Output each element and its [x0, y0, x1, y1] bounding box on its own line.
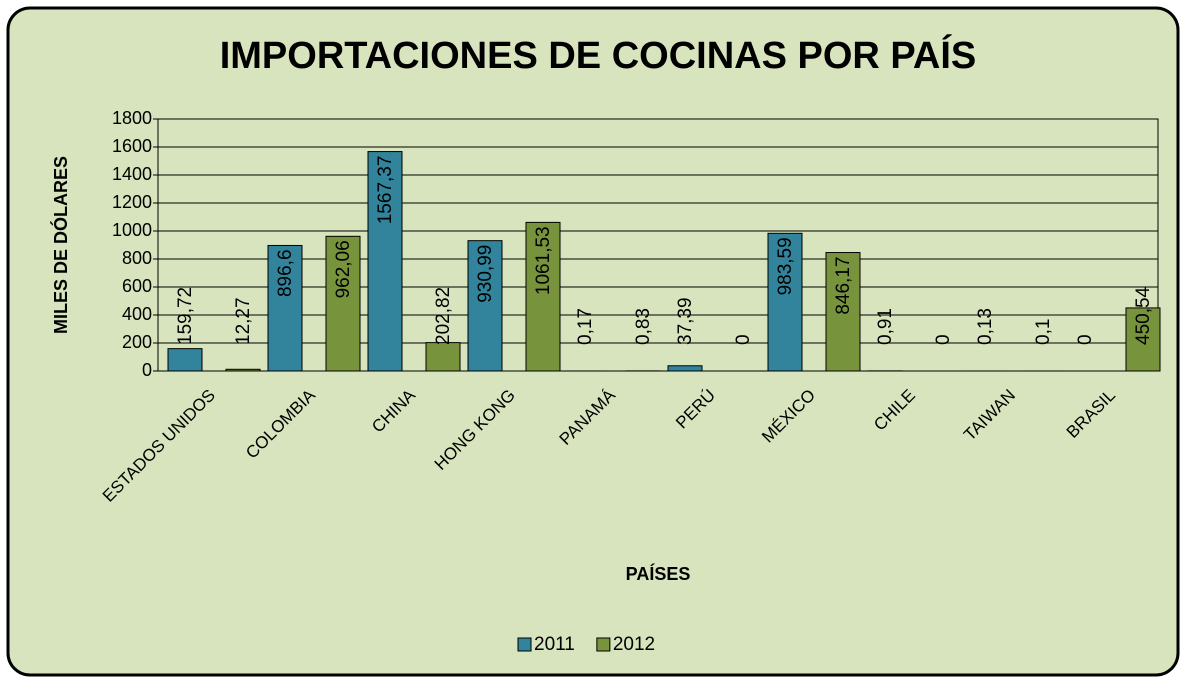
y-tick-label: 800 [122, 248, 152, 268]
chart-title: IMPORTACIONES DE COCINAS POR PAÍS [220, 33, 977, 77]
data-label: 159,72 [175, 287, 196, 345]
bar [668, 366, 702, 371]
data-label: 0,83 [633, 308, 654, 345]
y-tick-label: 1200 [112, 192, 152, 212]
y-axis-title: MILES DE DÓLARES [50, 156, 71, 334]
data-label: 0,13 [975, 308, 996, 345]
y-tick-label: 200 [122, 332, 152, 352]
y-tick-label: 1800 [112, 108, 152, 128]
y-tick-label: 1000 [112, 220, 152, 240]
data-label: 0 [933, 334, 954, 345]
data-label: 37,39 [675, 297, 696, 345]
data-label: 450,54 [1133, 286, 1154, 345]
y-tick-label: 400 [122, 304, 152, 324]
data-label: 930,99 [475, 245, 496, 303]
bar [426, 343, 460, 371]
bar [168, 349, 202, 371]
data-label: 983,59 [775, 237, 796, 295]
data-label: 0,91 [875, 308, 896, 345]
legend-label: 2011 [534, 634, 575, 655]
y-tick-label: 1400 [112, 164, 152, 184]
legend-swatch [518, 638, 531, 651]
data-label: 1567,37 [375, 156, 396, 225]
x-axis-title: PAÍSES [626, 563, 691, 584]
data-label: 1061,53 [533, 226, 554, 295]
data-label: 12,27 [233, 297, 254, 345]
y-tick-label: 600 [122, 276, 152, 296]
data-label: 896,6 [275, 249, 296, 297]
bar [226, 369, 260, 371]
data-label: 202,82 [433, 287, 454, 345]
y-tick-label: 1600 [112, 136, 152, 156]
legend-swatch [597, 638, 610, 651]
data-label: 846,17 [833, 257, 854, 315]
data-label: 0 [733, 334, 754, 345]
data-label: 0 [1075, 334, 1096, 345]
data-label: 0,17 [575, 308, 596, 345]
y-tick-label: 0 [142, 360, 152, 380]
data-label: 962,06 [333, 240, 354, 298]
legend-label: 2012 [613, 634, 655, 655]
data-label: 0,1 [1033, 319, 1054, 345]
